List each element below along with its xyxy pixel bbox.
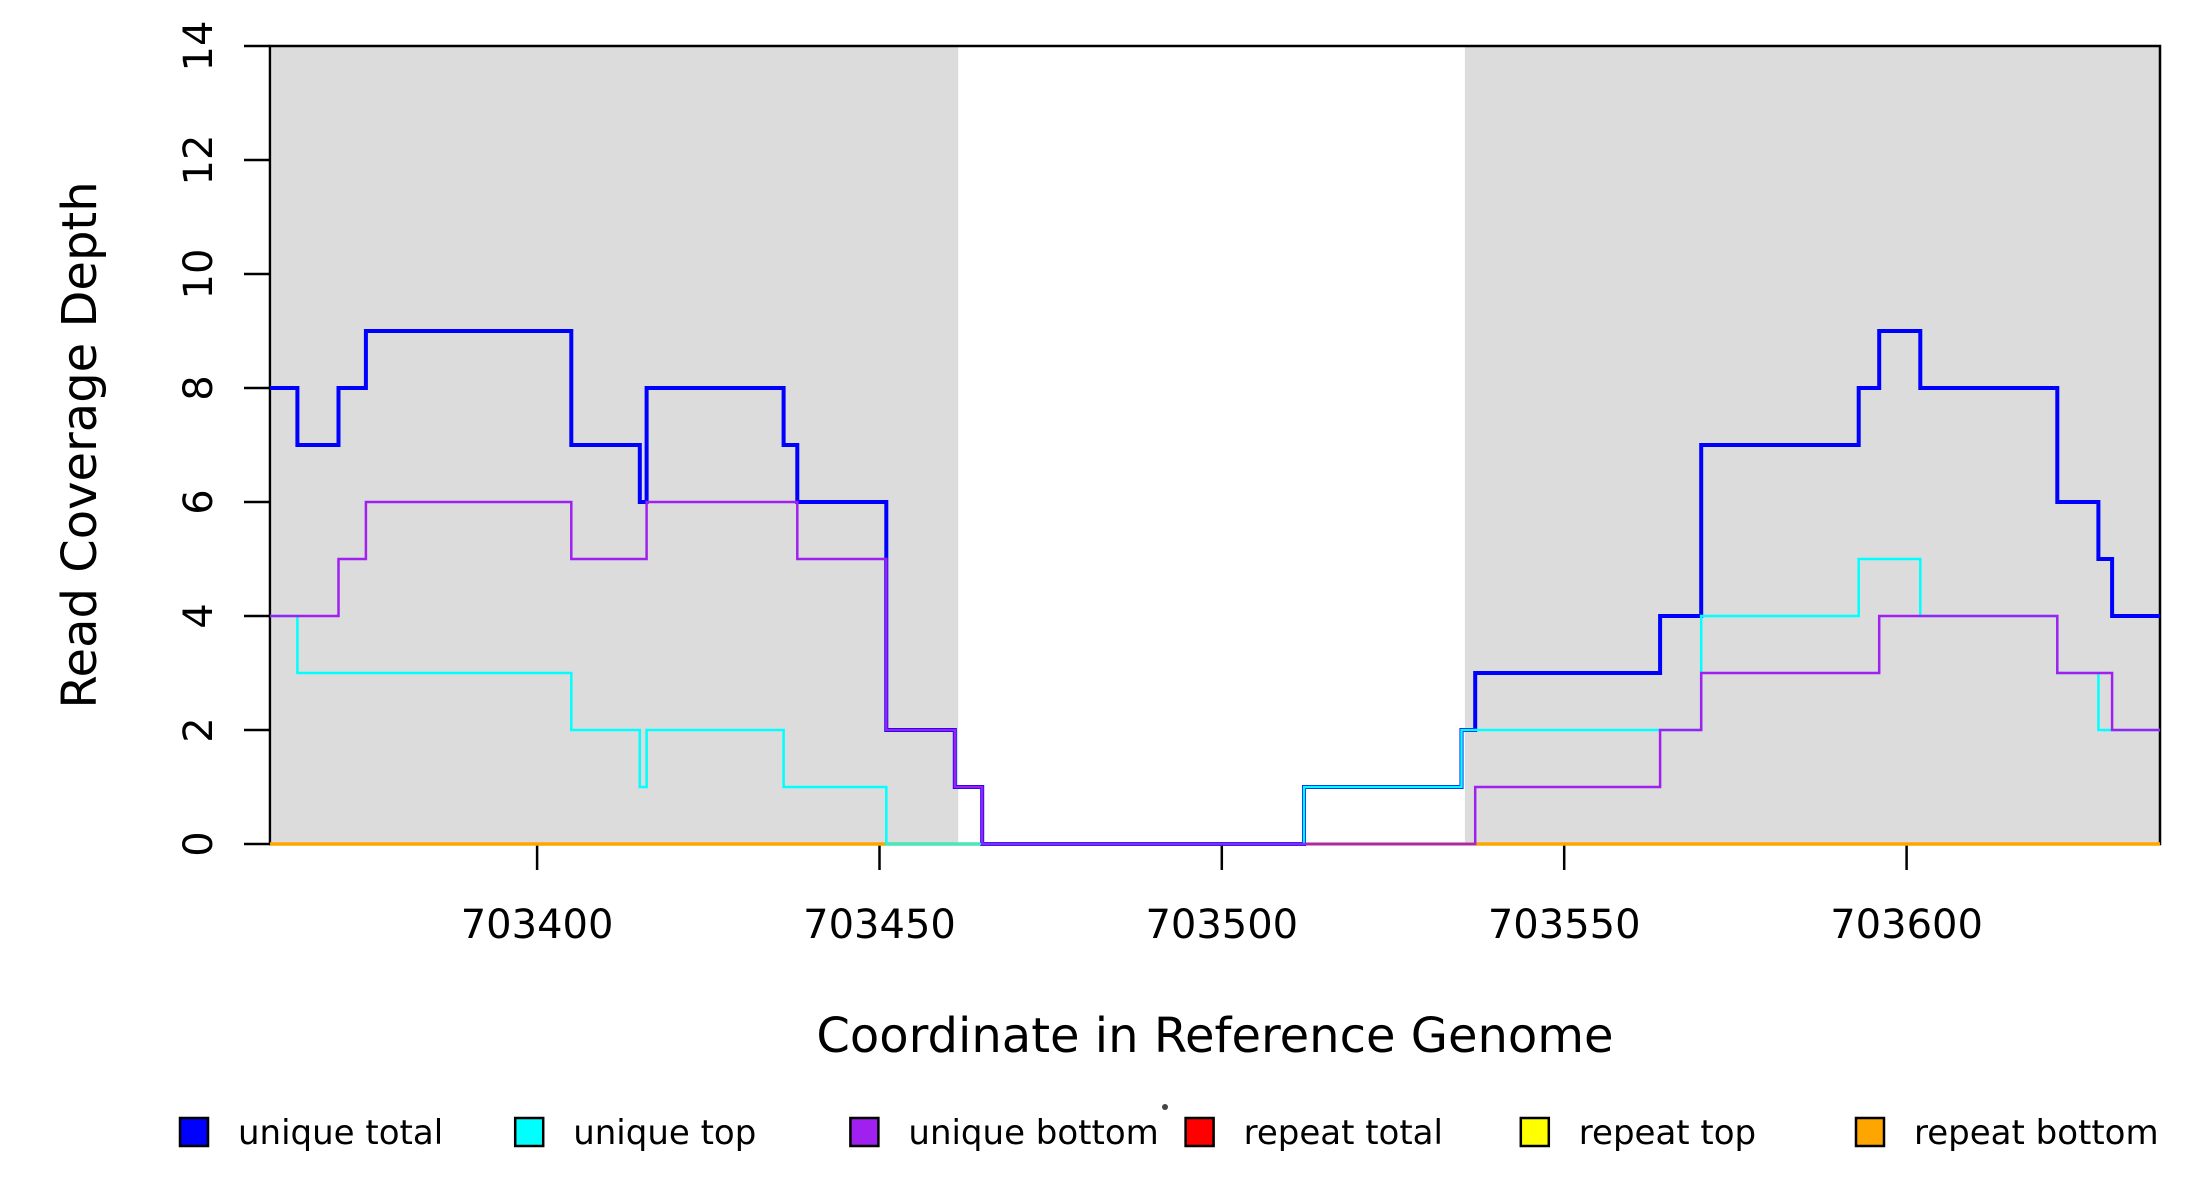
legend-swatch-unique-top [513,1116,545,1148]
y-tick-label: 0 [176,831,222,856]
legend-swatch-repeat-top [1519,1116,1551,1148]
legend-swatch-unique-total [178,1116,210,1148]
y-tick-label: 4 [176,603,222,628]
stray-dot-artifact [1162,1104,1168,1110]
legend-swatch-unique-bottom [849,1116,880,1148]
legend-label-repeat-total: repeat total [1244,1113,1443,1153]
y-tick-label: 6 [176,489,222,514]
legend-swatch-repeat-bottom [1854,1116,1886,1148]
legend-label-unique-bottom: unique bottom [908,1113,1158,1153]
x-tick-label: 703400 [461,902,614,948]
x-tick-label: 703450 [803,902,956,948]
y-axis-title: Read Coverage Depth [52,181,108,708]
x-tick-label: 703500 [1145,902,1298,948]
series-unique-bottom [270,500,2160,846]
y-tick-label: 8 [176,375,222,400]
legend-swatch-repeat-total [1184,1116,1215,1148]
x-tick-label: 703600 [1830,902,1983,948]
y-tick-label: 14 [176,21,222,72]
y-tick-label: 2 [176,717,222,742]
legend-label-unique-total: unique total [238,1113,443,1153]
legend-label-unique-top: unique top [573,1113,756,1153]
y-tick-label: 10 [176,249,222,300]
legend-label-repeat-bottom: repeat bottom [1914,1113,2159,1153]
x-axis-title: Coordinate in Reference Genome [816,1008,1613,1064]
y-tick-label: 12 [176,135,222,186]
x-tick-label: 703550 [1488,902,1641,948]
legend-label-repeat-top: repeat top [1579,1113,1756,1153]
